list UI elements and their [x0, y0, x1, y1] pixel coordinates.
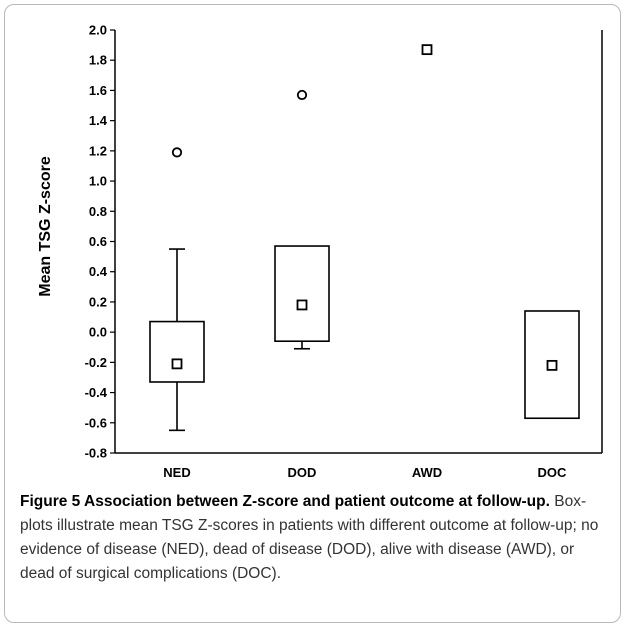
caption-title: Figure 5 Association between Z-score and…	[20, 493, 550, 510]
y-tick-label: 0.8	[89, 204, 107, 219]
median-marker	[296, 299, 308, 311]
y-tick-label: 2.0	[89, 23, 107, 38]
box-ned	[149, 320, 205, 383]
y-tick-label: 1.4	[89, 113, 108, 128]
y-tick-label: 1.0	[89, 174, 107, 189]
median-marker	[546, 359, 558, 371]
outlier-point	[171, 147, 183, 158]
y-tick-label: 0.2	[89, 294, 107, 309]
y-tick-label: -0.2	[85, 355, 107, 370]
x-tick-label: AWD	[412, 465, 442, 480]
x-tick-label: NED	[163, 465, 190, 480]
y-tick-label: 1.8	[89, 53, 107, 68]
y-tick-label: -0.4	[85, 385, 108, 400]
outlier-point	[296, 89, 308, 101]
box-plot-chart: 2.0 1.8 1.6 1.4 1.2 1.0 0.8 0.6 0.4 0.2 0.0 -0.2 -0.…	[37, 23, 603, 480]
y-tick-label: 0.6	[89, 234, 107, 249]
median-marker	[171, 358, 183, 370]
y-tick-label: -0.6	[85, 415, 107, 430]
box-doc	[524, 310, 580, 420]
y-axis-label: Mean TSG Z-score	[37, 156, 54, 297]
y-tick-label: -0.8	[85, 446, 107, 461]
y-tick-label: 1.2	[89, 143, 107, 158]
y-tick-label: 1.6	[89, 83, 107, 98]
x-tick-label: DOC	[538, 465, 568, 480]
figure-caption: Figure 5 Association between Z-score and…	[20, 490, 612, 586]
median-marker	[421, 44, 433, 56]
y-tick-label: 0.0	[89, 325, 107, 340]
figure-frame	[4, 4, 621, 623]
y-tick-label: 0.4	[89, 264, 108, 279]
caption-text: Box-plots illustrate mean TSG Z-scores i…	[20, 493, 599, 582]
box-dod	[274, 245, 330, 343]
x-tick-label: DOD	[288, 465, 317, 480]
